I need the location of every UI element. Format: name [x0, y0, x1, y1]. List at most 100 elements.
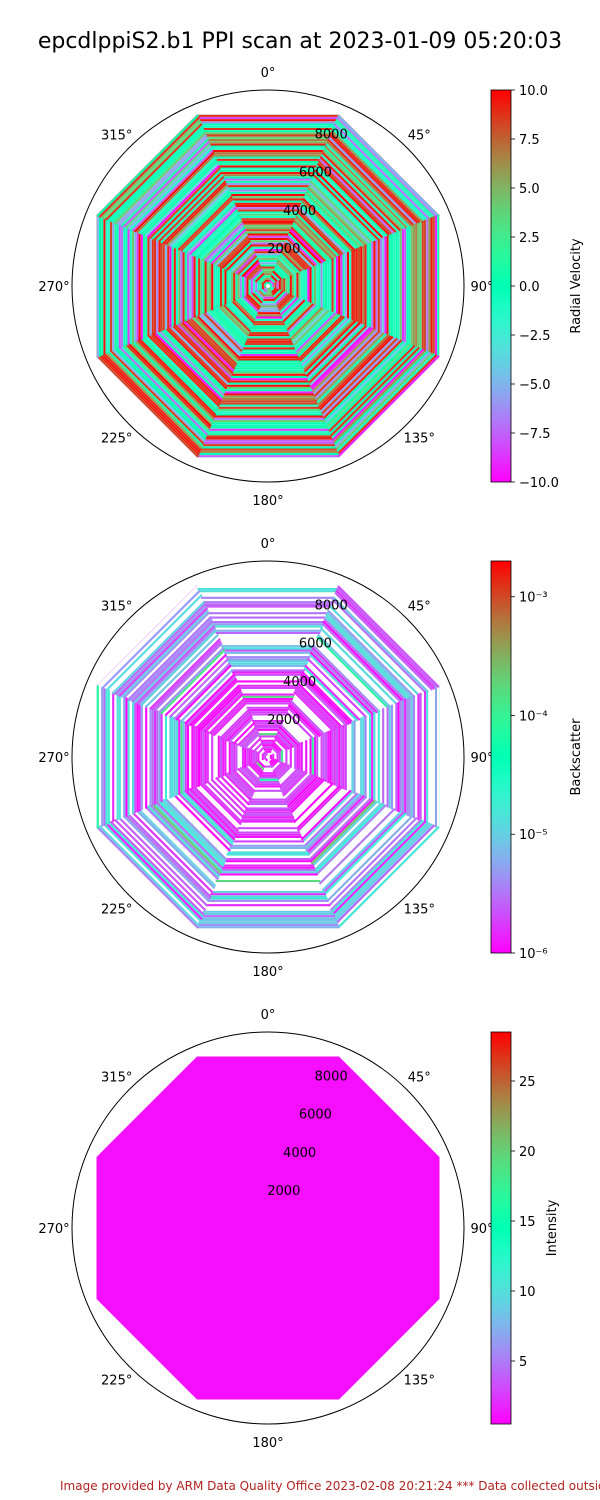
ppi-range-stripe: [100, 353, 201, 454]
ppi-range-stripe: [140, 158, 218, 236]
ppi-range-stripe: [296, 211, 343, 258]
ppi-range-stripe: [210, 699, 247, 736]
ppi-range-stripe: [177, 321, 233, 377]
ppi-range-stripe: [334, 120, 434, 220]
ppi-range-stripe: [105, 351, 203, 449]
ppi-range-stripe: [193, 785, 240, 832]
ppi-range-stripe: [321, 339, 403, 421]
ppi-range-stripe: [241, 259, 260, 278]
ppi-range-stripe: [279, 252, 302, 275]
ppi-range-stripe: [153, 171, 223, 241]
ppi-range-stripe: [308, 182, 372, 246]
ppi-range-stripe: [296, 314, 341, 359]
ppi-range-stripe: [241, 294, 260, 313]
theta-tick-label: 315°: [101, 600, 132, 615]
radial-tick-label: 6000: [299, 166, 332, 181]
ppi-range-stripe: [327, 136, 418, 227]
ppi-range-stripe: [300, 202, 352, 254]
ppi-range-stripe: [135, 809, 216, 890]
ppi-range-stripe: [168, 186, 230, 248]
ppi-range-stripe: [305, 794, 363, 852]
ppi-range-stripe: [190, 786, 239, 835]
ppi-range-stripe: [232, 769, 256, 793]
ppi-range-stripe: [304, 193, 361, 250]
colorbar: [490, 560, 512, 954]
ppi-range-stripe: [329, 347, 423, 441]
ppi-range-stripe: [275, 261, 293, 279]
ppi-range-stripe: [232, 250, 256, 274]
ppi-range-stripe: [186, 788, 237, 839]
ppi-range-stripe: [291, 224, 330, 263]
ppi-range-stripe: [309, 327, 374, 392]
ppi-range-stripe: [248, 737, 262, 751]
ppi-range-stripe: [127, 342, 212, 427]
ppi-range-stripe: [142, 335, 219, 412]
polar-frame: [71, 1031, 465, 1425]
ppi-range-stripe: [318, 336, 396, 414]
ppi-range-stripe: [268, 757, 275, 764]
ppi-range-stripe: [316, 635, 390, 709]
colorbar: [490, 89, 512, 483]
ppi-range-stripe: [276, 730, 295, 749]
ppi-range-stripe: [329, 131, 423, 225]
colorbar-tick-label: 25: [519, 1075, 536, 1090]
ppi-range-stripe: [274, 737, 288, 751]
ppi-range-stripe: [280, 769, 304, 793]
ppi-range-stripe: [294, 312, 337, 355]
ppi-range-stripe: [310, 799, 376, 865]
ppi-range-stripe: [293, 311, 335, 353]
ppi-range-stripe: [201, 782, 243, 824]
ppi-range-stripe: [327, 816, 418, 907]
ppi-range-stripe: [127, 616, 212, 701]
ppi-range-stripe: [321, 622, 403, 704]
ppi-range-stripe: [122, 815, 210, 903]
ppi-range-stripe: [226, 244, 253, 271]
ppi-range-stripe: [286, 237, 317, 268]
ppi-range-stripe: [274, 763, 288, 777]
ppi-range-stripe: [294, 688, 337, 731]
ppi-range-stripe: [109, 820, 205, 916]
ppi-range-stripe: [206, 780, 245, 819]
ppi-range-stripe: [179, 791, 234, 846]
ppi-range-stripe: [177, 195, 233, 251]
radial-tick-label: 8000: [315, 128, 348, 143]
ppi-range-stripe: [301, 319, 354, 372]
ppi-range-stripe: [306, 795, 368, 857]
ppi-range-stripe: [204, 222, 244, 262]
ppi-range-stripe: [204, 693, 244, 733]
ppi-range-stripe: [319, 337, 398, 416]
ppi-range-stripe: [319, 627, 398, 706]
ppi-range-stripe: [188, 206, 238, 256]
ppi-range-stripe: [295, 313, 339, 357]
ppi-range-stripe: [322, 340, 405, 423]
ppi-range-stripe: [284, 241, 313, 270]
ppi-range-stripe: [299, 204, 350, 255]
ppi-range-stripe: [277, 728, 297, 748]
ppi-range-stripe: [328, 346, 420, 438]
colorbar-tick-label: 10⁻⁶: [519, 947, 548, 962]
ppi-range-stripe: [298, 677, 348, 727]
ppi-range-stripe: [280, 298, 304, 322]
ppi-range-stripe: [228, 300, 254, 326]
ppi-range-stripe: [279, 768, 302, 791]
ppi-range-stripe: [113, 347, 207, 441]
ppi-range-stripe: [309, 798, 374, 863]
ppi-range-stripe: [223, 241, 252, 270]
ppi-range-stripe: [313, 331, 383, 401]
ppi-range-stripe: [323, 812, 407, 896]
colorbar-tick-label: −10.0: [519, 476, 559, 491]
ppi-range-stripe: [326, 140, 414, 228]
ppi-range-stripe: [160, 799, 226, 865]
ppi-range-stripe: [153, 802, 223, 872]
ppi-range-stripe: [171, 324, 230, 383]
ppi-range-stripe: [279, 723, 302, 746]
ppi-range-stripe: [329, 818, 423, 912]
ppi-range-stripe: [98, 354, 200, 456]
radial-tick-label: 8000: [315, 1070, 348, 1085]
ppi-range-stripe: [310, 328, 376, 394]
ppi-range-stripe: [184, 318, 236, 370]
ppi-range-stripe: [250, 291, 263, 304]
ppi-range-stripe: [303, 666, 359, 722]
ppi-range-stripe: [277, 257, 297, 277]
ppi-range-stripe: [306, 657, 368, 719]
